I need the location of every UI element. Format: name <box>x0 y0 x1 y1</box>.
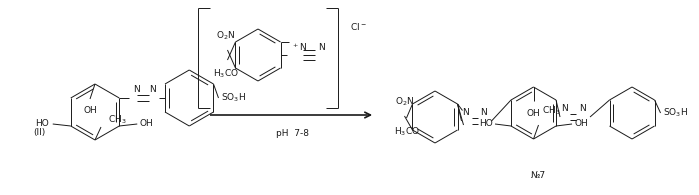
Text: N: N <box>561 104 568 113</box>
Text: Cl$^-$: Cl$^-$ <box>350 20 367 32</box>
Text: H$_3$CO: H$_3$CO <box>394 126 419 138</box>
Text: (II): (II) <box>33 128 45 136</box>
Text: №7: №7 <box>531 171 546 180</box>
Text: SO$_3$H: SO$_3$H <box>222 92 247 104</box>
Text: CH$_3$: CH$_3$ <box>542 105 560 117</box>
Text: O$_2$N: O$_2$N <box>216 29 235 42</box>
Text: OH: OH <box>574 120 588 129</box>
Text: N: N <box>480 108 487 117</box>
Text: CH$_3$: CH$_3$ <box>108 114 127 126</box>
Text: N: N <box>134 85 140 94</box>
Text: N: N <box>150 85 156 94</box>
Text: $^+$N: $^+$N <box>291 41 306 53</box>
Text: HO: HO <box>35 120 49 129</box>
Text: HO: HO <box>480 120 493 129</box>
Text: H$_3$CO: H$_3$CO <box>212 68 238 81</box>
Text: O$_2$N: O$_2$N <box>395 96 414 108</box>
Text: OH: OH <box>526 109 540 118</box>
Text: N: N <box>319 43 325 51</box>
Text: OH: OH <box>139 120 153 129</box>
Text: pH  7-8: pH 7-8 <box>276 129 309 138</box>
Text: OH: OH <box>83 106 97 115</box>
Text: N: N <box>579 104 585 113</box>
Text: N: N <box>462 108 469 117</box>
Text: SO$_3$H: SO$_3$H <box>663 107 688 119</box>
